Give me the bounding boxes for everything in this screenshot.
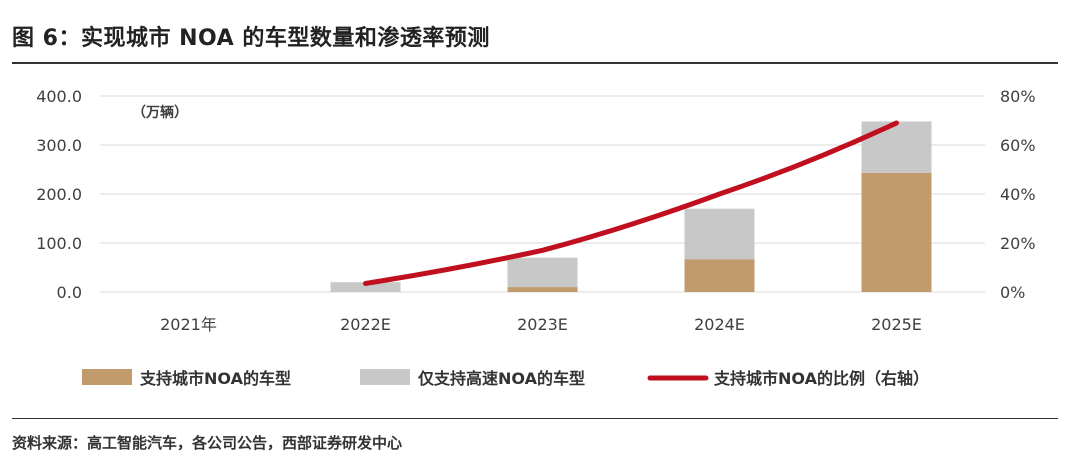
y-right-tick-label: 20% — [1000, 234, 1036, 253]
legend-swatch — [82, 369, 132, 385]
source-note: 资料来源：高工智能汽车，各公司公告，西部证券研发中心 — [12, 434, 403, 452]
ratio-point — [719, 193, 720, 195]
ratio-point — [896, 122, 897, 124]
y-left-tick-label: 100.0 — [36, 234, 82, 253]
x-category-label: 2025E — [871, 315, 922, 334]
legend-swatch — [360, 369, 410, 385]
bar-highway-only-noa — [684, 208, 755, 260]
legend-item: 支持城市NOA的车型 — [82, 369, 291, 388]
bar-highway-only-noa — [507, 257, 578, 288]
source-rule — [12, 418, 1058, 419]
legend: 支持城市NOA的车型 仅支持高速NOA的车型 支持城市NOA的比例（右轴） — [82, 369, 929, 388]
bar-series — [330, 121, 932, 292]
chart-svg: 0.0 100.0 200.0 300.0 400.0 0% 20% 40% 60% 80% （万辆… — [36, 87, 1035, 388]
legend-item: 仅支持高速NOA的车型 — [360, 369, 585, 388]
unit-label: （万辆） — [132, 104, 188, 121]
title-rule — [12, 62, 1058, 64]
bar-urban-noa — [861, 172, 932, 292]
bar-highway-only-noa — [861, 121, 932, 173]
legend-label: 支持城市NOA的车型 — [139, 369, 291, 388]
bar-highway-only-noa — [330, 282, 401, 292]
x-category-label: 2021年 — [160, 315, 217, 334]
x-category-label: 2022E — [340, 315, 391, 334]
y-right-tick-label: 0% — [1000, 283, 1025, 302]
y-left-tick-label: 0.0 — [57, 283, 82, 302]
x-category-label: 2023E — [517, 315, 568, 334]
y-right-tick-label: 80% — [1000, 87, 1036, 106]
y-right-tick-label: 60% — [1000, 136, 1036, 155]
y-right-tick-label: 40% — [1000, 185, 1036, 204]
legend-label: 支持城市NOA的比例（右轴） — [713, 369, 929, 388]
bar-urban-noa — [684, 259, 755, 292]
legend-label: 仅支持高速NOA的车型 — [417, 369, 585, 388]
ratio-line — [363, 120, 899, 286]
legend-item: 支持城市NOA的比例（右轴） — [647, 369, 929, 388]
bar-urban-noa — [507, 287, 578, 292]
y-left-tick-label: 400.0 — [36, 87, 82, 106]
axes: 0.0 100.0 200.0 300.0 400.0 0% 20% 40% 60% 80% （万辆… — [36, 87, 1035, 334]
ratio-point — [365, 282, 366, 284]
x-category-label: 2024E — [694, 315, 745, 334]
y-left-tick-label: 300.0 — [36, 136, 82, 155]
chart-container: 0.0 100.0 200.0 300.0 400.0 0% 20% 40% 60% 80% （万辆… — [0, 64, 1080, 414]
ratio-line-series — [363, 120, 899, 286]
ratio-point — [542, 249, 543, 251]
y-left-tick-label: 200.0 — [36, 185, 82, 204]
figure-title: 图 6：实现城市 NOA 的车型数量和渗透率预测 — [12, 26, 490, 51]
